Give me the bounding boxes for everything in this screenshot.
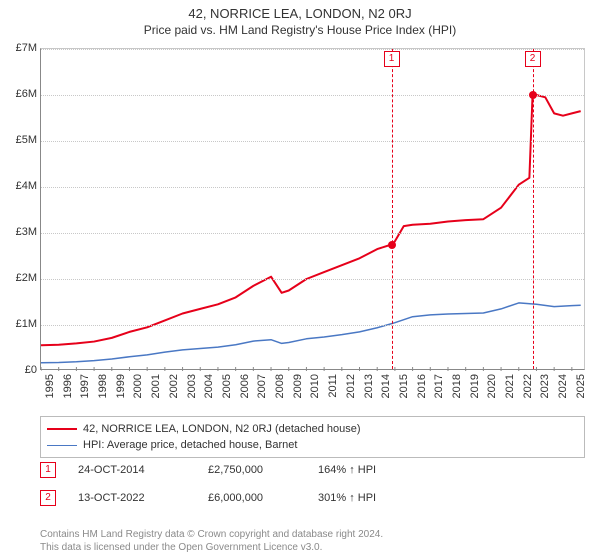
x-axis-label: 2014: [380, 374, 392, 398]
sale-hpi: 164% ↑ HPI: [318, 464, 376, 476]
legend-swatch-icon: [47, 428, 77, 430]
plot-area: 12: [40, 48, 585, 370]
y-axis-label: £2M: [0, 272, 37, 284]
x-axis-label: 2020: [486, 374, 498, 398]
x-axis-label: 2017: [433, 374, 445, 398]
x-axis-label: 1997: [79, 374, 91, 398]
footer-attribution: Contains HM Land Registry data © Crown c…: [40, 528, 585, 554]
legend: 42, NORRICE LEA, LONDON, N2 0RJ (detache…: [40, 416, 585, 458]
y-axis-label: £4M: [0, 180, 37, 192]
sale-point-icon: [529, 91, 537, 99]
legend-item: 42, NORRICE LEA, LONDON, N2 0RJ (detache…: [47, 421, 578, 437]
x-axis-label: 1996: [62, 374, 74, 398]
x-axis-label: 2005: [221, 374, 233, 398]
page-title: 42, NORRICE LEA, LONDON, N2 0RJ: [0, 6, 600, 21]
x-axis-label: 2023: [539, 374, 551, 398]
x-axis-label: 2003: [186, 374, 198, 398]
x-axis-label: 2002: [168, 374, 180, 398]
x-axis-label: 2024: [557, 374, 569, 398]
sale-row: 2 13-OCT-2022 £6,000,000 301% ↑ HPI: [40, 490, 585, 506]
footer-line: Contains HM Land Registry data © Crown c…: [40, 528, 585, 541]
y-axis-label: £0: [0, 364, 37, 376]
sale-marker-icon: 2: [40, 490, 56, 506]
sale-date: 13-OCT-2022: [78, 492, 208, 504]
x-axis-label: 2019: [469, 374, 481, 398]
y-axis-label: £6M: [0, 88, 37, 100]
x-axis-label: 1995: [44, 374, 56, 398]
sale-marker-icon: 1: [40, 462, 56, 478]
x-axis-label: 2015: [398, 374, 410, 398]
x-axis-label: 2006: [239, 374, 251, 398]
legend-label: 42, NORRICE LEA, LONDON, N2 0RJ (detache…: [83, 423, 361, 435]
x-axis-label: 2013: [363, 374, 375, 398]
x-axis-label: 2004: [203, 374, 215, 398]
sale-date: 24-OCT-2014: [78, 464, 208, 476]
sale-price: £6,000,000: [208, 492, 318, 504]
legend-label: HPI: Average price, detached house, Barn…: [83, 439, 297, 451]
x-axis-label: 2001: [150, 374, 162, 398]
x-axis-label: 2011: [327, 374, 339, 398]
x-axis-label: 1998: [97, 374, 109, 398]
x-axis-label: 2009: [292, 374, 304, 398]
y-axis-label: £1M: [0, 318, 37, 330]
sale-price: £2,750,000: [208, 464, 318, 476]
x-axis-label: 2007: [256, 374, 268, 398]
sale-row: 1 24-OCT-2014 £2,750,000 164% ↑ HPI: [40, 462, 585, 478]
footer-line: This data is licensed under the Open Gov…: [40, 541, 585, 554]
x-axis-label: 2021: [504, 374, 516, 398]
sale-marker-icon: 1: [384, 51, 400, 67]
sale-marker-icon: 2: [525, 51, 541, 67]
legend-item: HPI: Average price, detached house, Barn…: [47, 437, 578, 453]
y-axis-label: £7M: [0, 42, 37, 54]
chart-lines: [41, 49, 586, 371]
x-axis-label: 2000: [132, 374, 144, 398]
sale-point-icon: [388, 241, 396, 249]
x-axis-label: 2018: [451, 374, 463, 398]
legend-swatch-icon: [47, 445, 77, 446]
page-subtitle: Price paid vs. HM Land Registry's House …: [0, 23, 600, 37]
x-axis-label: 2016: [416, 374, 428, 398]
price-chart: 12 £0£1M£2M£3M£4M£5M£6M£7M19951996199719…: [40, 48, 585, 370]
x-axis-label: 1999: [115, 374, 127, 398]
x-axis-label: 2025: [575, 374, 587, 398]
sale-hpi: 301% ↑ HPI: [318, 492, 376, 504]
x-axis-label: 2012: [345, 374, 357, 398]
x-axis-label: 2010: [309, 374, 321, 398]
y-axis-label: £5M: [0, 134, 37, 146]
x-axis-label: 2008: [274, 374, 286, 398]
y-axis-label: £3M: [0, 226, 37, 238]
x-axis-label: 2022: [522, 374, 534, 398]
